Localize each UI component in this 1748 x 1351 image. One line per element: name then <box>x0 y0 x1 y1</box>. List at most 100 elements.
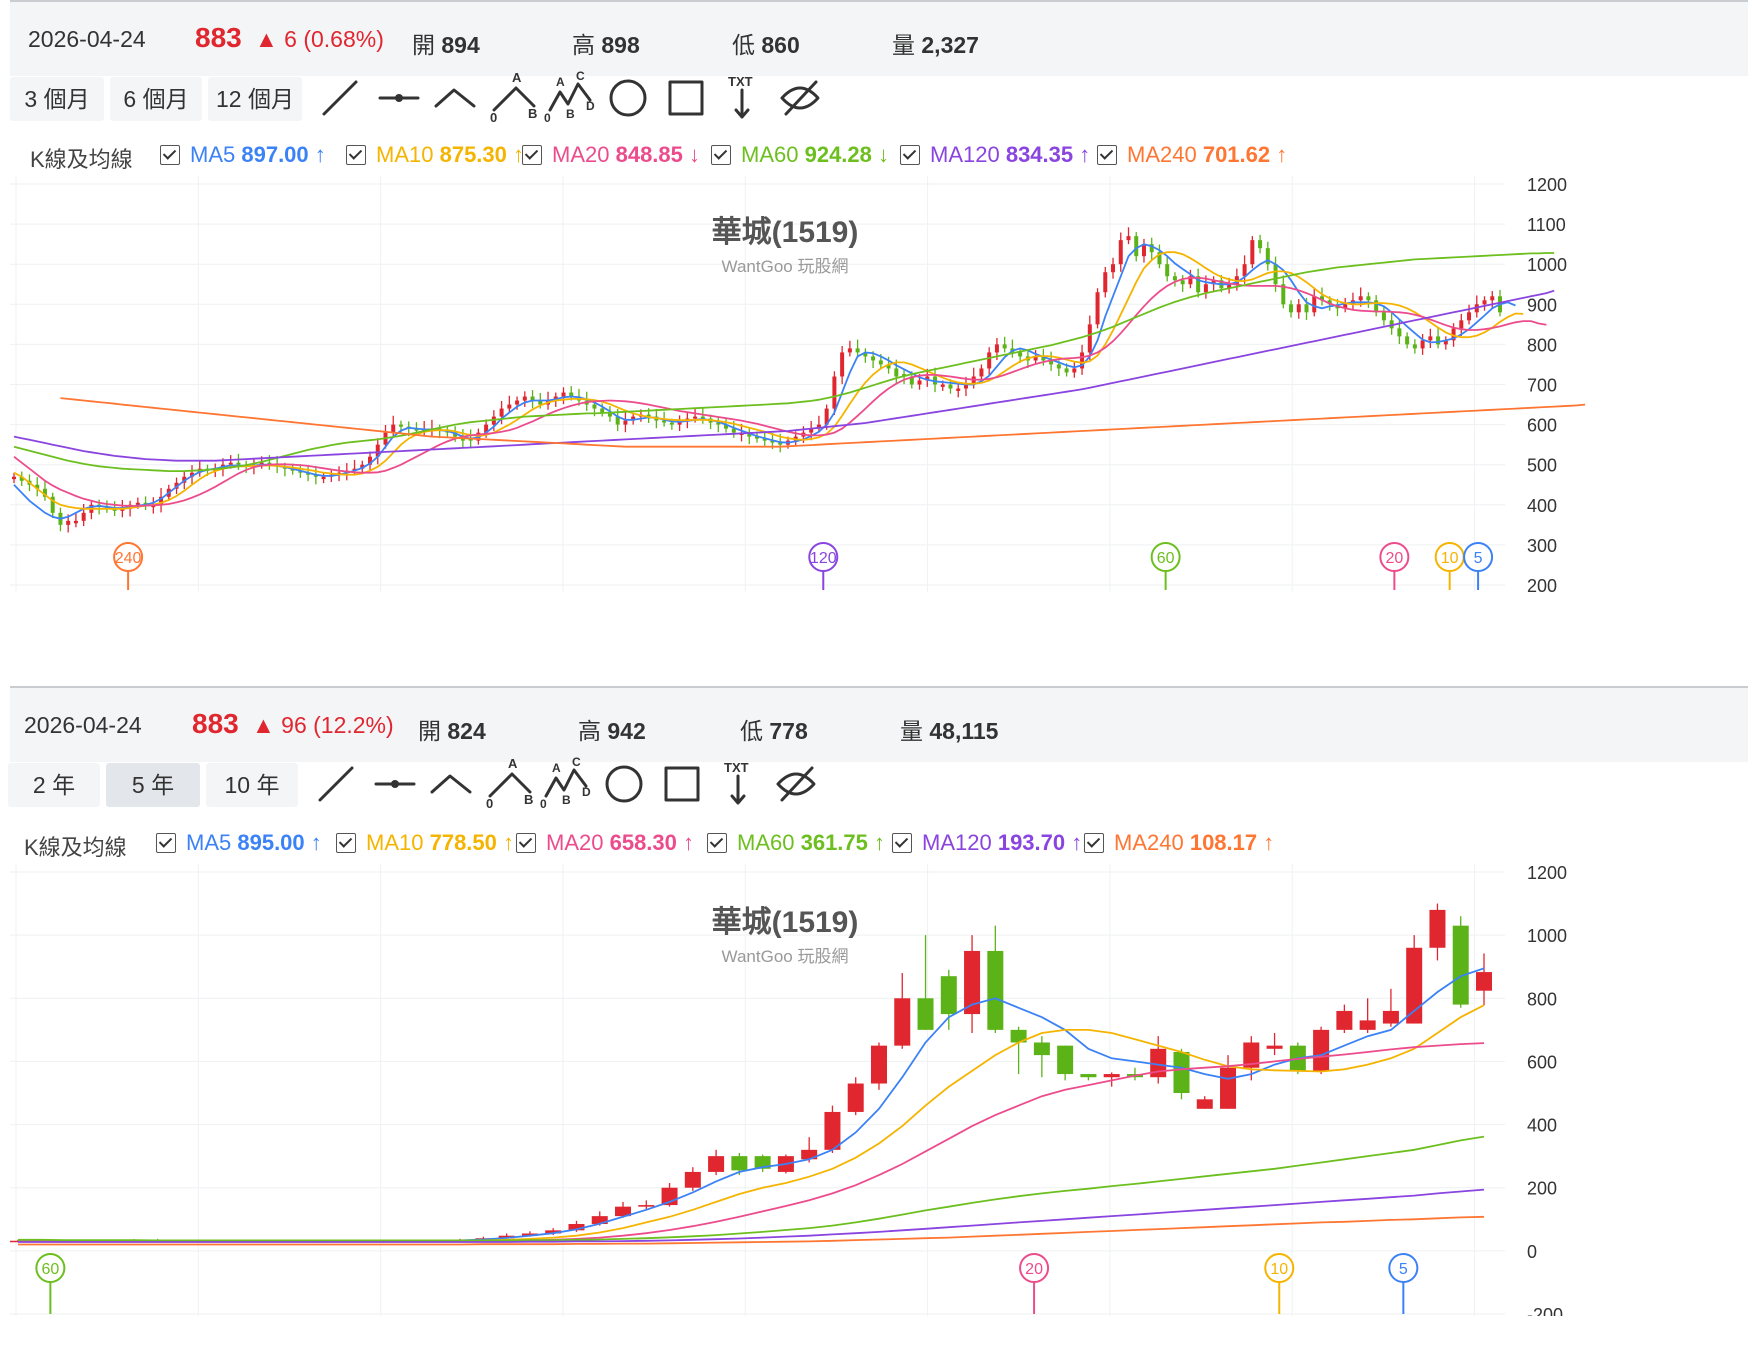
ma-toggle-ma240[interactable]: MA240 108.17 ↑ <box>1084 830 1274 856</box>
ma-line-ma240 <box>18 1215 1485 1246</box>
candle <box>964 935 981 1034</box>
ma-marker-5[interactable]: 5 <box>1388 1253 1419 1314</box>
angle-line-tool[interactable] <box>434 88 476 108</box>
wave-pattern-tool[interactable]: A C BD 0 <box>540 755 591 811</box>
candle <box>50 492 55 519</box>
ma-arrow-icon: ↑ <box>304 830 322 855</box>
ma-marker-240[interactable]: 240 <box>113 542 144 590</box>
text-tool[interactable]: TXT <box>724 760 749 805</box>
ma-toggle-ma120[interactable]: MA120 193.70 ↑ <box>892 830 1082 856</box>
candle <box>1482 296 1487 311</box>
candle <box>368 451 373 472</box>
checkbox-icon[interactable] <box>1097 145 1117 165</box>
checkbox-icon[interactable] <box>900 145 920 165</box>
ma-toggle-ma10[interactable]: MA10 875.30 ↑ <box>346 142 524 168</box>
circle-tool[interactable] <box>609 79 647 117</box>
checkbox-icon[interactable] <box>1084 833 1104 853</box>
rectangle-tool[interactable] <box>668 80 704 116</box>
checkbox-icon[interactable] <box>707 833 727 853</box>
ma-name: MA5 <box>186 830 238 855</box>
ma-toggle-ma10[interactable]: MA10 778.50 ↑ <box>336 830 514 856</box>
y-tick-label: 1000 <box>1527 255 1567 275</box>
candle <box>35 477 40 497</box>
period-button-10y[interactable]: 10 年 <box>206 763 298 807</box>
ma-toggle-ma60[interactable]: MA60 924.28 ↓ <box>711 142 889 168</box>
ma-value: 108.17 <box>1189 830 1258 855</box>
svg-text:A: A <box>508 756 518 771</box>
y-tick-label: 400 <box>1527 496 1557 516</box>
period-button-2y[interactable]: 2 年 <box>8 763 100 807</box>
rectangle-tool[interactable] <box>664 766 700 802</box>
circle-tool[interactable] <box>605 765 643 803</box>
candle <box>855 339 860 358</box>
y-tick-label: 1000 <box>1527 926 1567 946</box>
svg-text:10: 10 <box>1270 1261 1288 1278</box>
ma-marker-60[interactable]: 60 <box>1150 542 1181 590</box>
hide-tool[interactable] <box>776 766 816 802</box>
y-tick-label: 1200 <box>1527 864 1567 883</box>
ma-value: 701.62 <box>1202 142 1271 167</box>
ma-marker-10[interactable]: 10 <box>1264 1253 1295 1314</box>
ma-toggle-ma5[interactable]: MA5 897.00 ↑ <box>160 142 326 168</box>
ma-name: MA10 <box>376 142 440 167</box>
candle <box>1103 267 1108 298</box>
checkbox-icon[interactable] <box>892 833 912 853</box>
period-button-12m[interactable]: 12 個月 <box>208 77 302 121</box>
candle <box>1150 1036 1167 1084</box>
candle <box>1057 1045 1074 1081</box>
trend-line-tool[interactable] <box>322 80 358 116</box>
ma-toggle-ma240[interactable]: MA240 701.62 ↑ <box>1097 142 1287 168</box>
ma-toggle-ma60[interactable]: MA60 361.75 ↑ <box>707 830 885 856</box>
ma-toggle-ma120[interactable]: MA120 834.35 ↑ <box>900 142 1090 168</box>
hide-tool[interactable] <box>780 80 820 116</box>
candle <box>522 391 527 407</box>
horizontal-line-tool[interactable] <box>374 780 416 788</box>
ma-marker-120[interactable]: 120 <box>808 542 839 590</box>
checkbox-icon[interactable] <box>346 145 366 165</box>
abc-pattern-tool[interactable]: A B 0 <box>486 756 533 811</box>
ma-marker-10[interactable]: 10 <box>1434 542 1465 590</box>
candle <box>1010 1026 1027 1075</box>
ma-marker-20[interactable]: 20 <box>1379 542 1410 590</box>
price-chart-3m[interactable]: 1200 1100 1000 900 800 700 600 500 400 300 200 華城(1… <box>0 176 1748 592</box>
checkbox-icon[interactable] <box>160 145 180 165</box>
wave-pattern-tool[interactable]: A C BD 0 <box>544 69 595 125</box>
quote-volume: 量 2,327 <box>892 32 979 58</box>
ma-marker-5[interactable]: 5 <box>1463 542 1494 590</box>
checkbox-icon[interactable] <box>336 833 356 853</box>
candle <box>948 379 953 394</box>
candle <box>1196 268 1201 298</box>
checkbox-icon[interactable] <box>711 145 731 165</box>
candle <box>1033 1036 1050 1078</box>
ma-marker-60[interactable]: 60 <box>35 1253 66 1314</box>
period-button-5y[interactable]: 5 年 <box>106 763 200 807</box>
checkbox-icon[interactable] <box>522 145 542 165</box>
horizontal-line-tool[interactable] <box>378 94 420 102</box>
candle <box>1374 295 1379 317</box>
candle <box>1467 304 1472 325</box>
ma-name: MA120 <box>930 142 1006 167</box>
trend-line-tool[interactable] <box>318 766 354 802</box>
price-chart-5y[interactable]: 1200 1000 800 600 400 200 0 -200 華城(1519) WantGoo… <box>0 864 1748 1316</box>
ma-toggle-ma20[interactable]: MA20 848.85 ↓ <box>522 142 700 168</box>
candle <box>623 411 628 433</box>
checkbox-icon[interactable] <box>156 833 176 853</box>
candle <box>236 453 241 470</box>
k-line-title: K線及均線 <box>30 147 133 172</box>
period-button-3m[interactable]: 3 個月 <box>10 77 104 121</box>
ma-marker-20[interactable]: 20 <box>1019 1253 1050 1314</box>
candle <box>507 395 512 413</box>
chart-panel-3m: 2026-04-24 883 ▲ 6 (0.68%) 開 894 高 898 低… <box>0 0 1748 676</box>
ma-toggle-ma5[interactable]: MA5 895.00 ↑ <box>156 830 322 856</box>
angle-line-tool[interactable] <box>430 774 472 794</box>
svg-text:5: 5 <box>1474 550 1483 567</box>
checkbox-icon[interactable] <box>516 833 536 853</box>
period-button-6m[interactable]: 6 個月 <box>110 77 202 121</box>
candle <box>1389 312 1394 335</box>
y-tick-label: 300 <box>1527 536 1557 556</box>
candle <box>940 969 957 1030</box>
ma-line-ma5 <box>13 243 1516 520</box>
abc-pattern-tool[interactable]: A B 0 <box>490 70 537 125</box>
text-tool[interactable]: TXT <box>728 74 753 119</box>
ma-toggle-ma20[interactable]: MA20 658.30 ↑ <box>516 830 694 856</box>
